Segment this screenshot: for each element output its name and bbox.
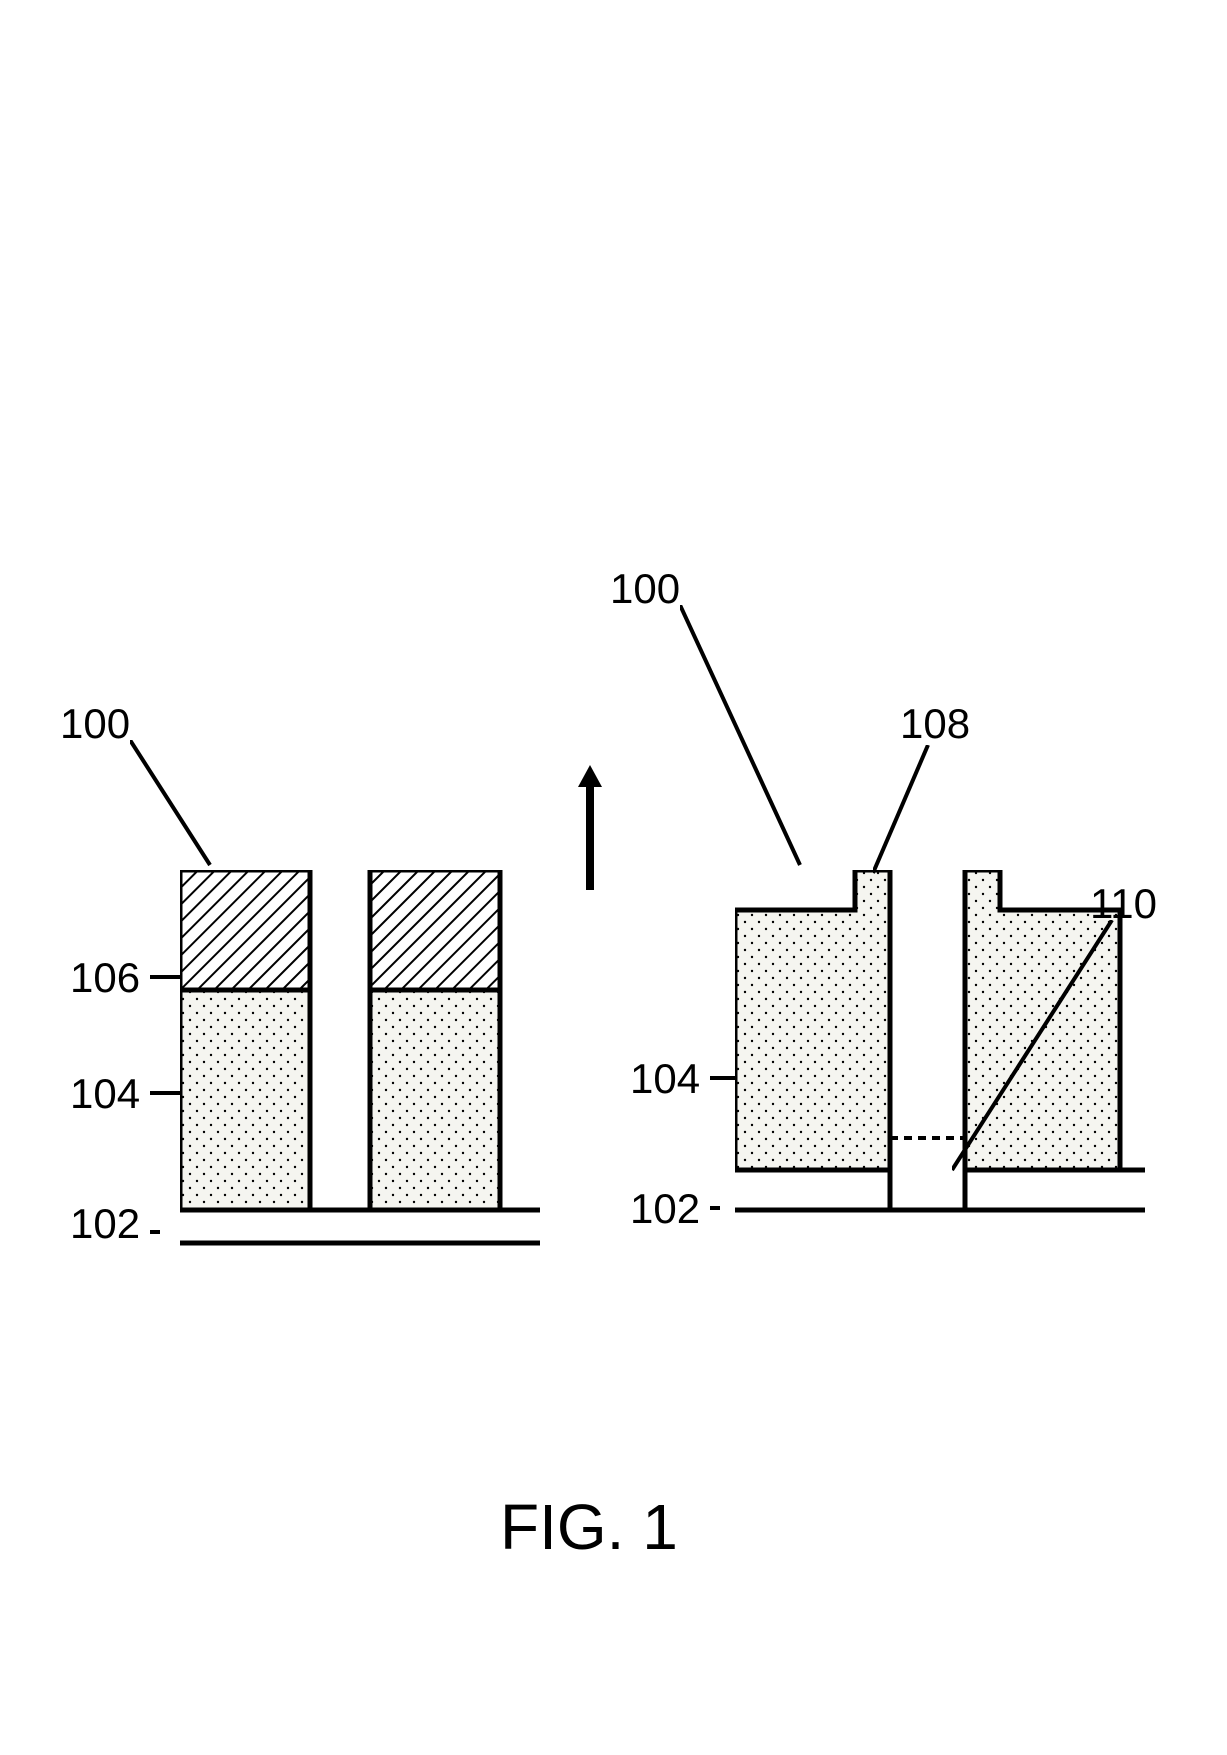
leader-102-right	[710, 1206, 720, 1210]
label-104-left: 104	[70, 1070, 140, 1118]
leader-100-right	[680, 605, 810, 875]
label-108-text: 108	[900, 700, 970, 747]
leader-108	[873, 745, 943, 880]
left-diagram-svg	[180, 870, 580, 1250]
leader-104-right	[710, 1076, 735, 1080]
right-block-hatch	[370, 870, 500, 990]
leader-100-left	[130, 740, 220, 875]
figure-label-text: FIG. 1	[500, 1491, 678, 1563]
left-block-hatch	[180, 870, 310, 990]
label-102-right-text: 102	[630, 1185, 700, 1232]
label-102-left-text: 102	[70, 1200, 140, 1247]
left-stepped-block	[735, 870, 890, 1170]
label-104-left-text: 104	[70, 1070, 140, 1117]
transition-arrow	[575, 765, 605, 895]
label-104-right-text: 104	[630, 1055, 700, 1102]
assembly-label-left-text: 100	[60, 700, 130, 747]
left-block-dots	[180, 990, 310, 1210]
figure-label: FIG. 1	[500, 1490, 678, 1564]
label-102-left: 102	[70, 1200, 140, 1248]
leader-104-left	[150, 1091, 180, 1095]
label-102-right: 102	[630, 1185, 700, 1233]
leader-102-left	[150, 1230, 160, 1234]
right-block-dots	[370, 990, 500, 1210]
leader-110	[952, 920, 1122, 1180]
assembly-label-right-text: 100	[610, 565, 680, 612]
assembly-label-left: 100	[60, 700, 130, 748]
label-108: 108	[900, 700, 970, 748]
label-104-right: 104	[630, 1055, 700, 1103]
label-106-text: 106	[70, 954, 140, 1001]
assembly-label-right: 100	[610, 565, 680, 613]
leader-106	[150, 975, 180, 979]
label-106: 106	[70, 954, 140, 1002]
